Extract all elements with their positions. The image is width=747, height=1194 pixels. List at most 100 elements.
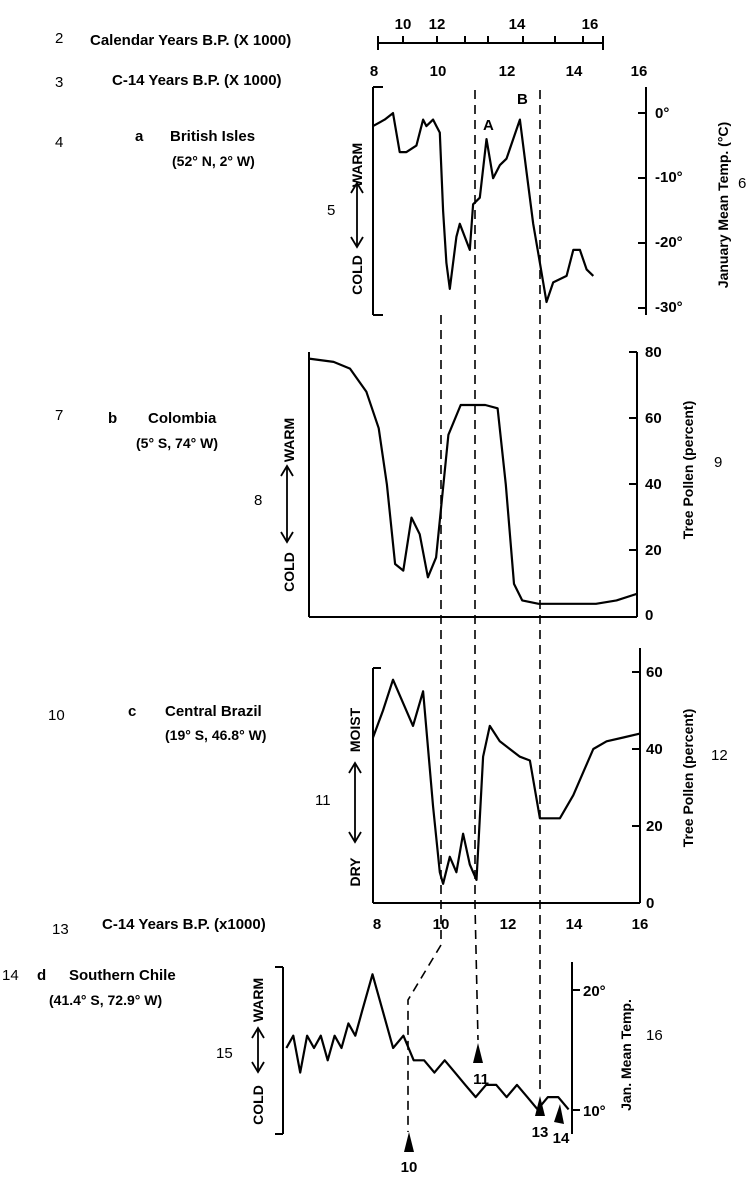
y-tick: 0° — [655, 105, 669, 122]
c14-tick: 16 — [632, 916, 649, 933]
moist-label: MOIST — [347, 707, 363, 752]
arrow-label: 10 — [401, 1159, 418, 1176]
c14-axis-label: C-14 Years B.P. (x1000) — [102, 916, 266, 933]
c14-tick: 8 — [370, 63, 378, 80]
y-tick: 20 — [645, 542, 662, 559]
warm-cold-arrow — [251, 1026, 265, 1074]
row-number: 6 — [738, 175, 746, 192]
y-tick: -30° — [655, 299, 683, 316]
y-axis-label: January Mean Temp. (°C) — [715, 122, 731, 288]
calendar-axis-label: Calendar Years B.P. (X 1000) — [90, 32, 291, 49]
c14-axis-bottom: C-14 Years B.P. (x1000) 8 10 12 14 16 — [102, 916, 648, 933]
c14-tick: 10 — [433, 916, 450, 933]
panel-subtitle: (41.4° S, 72.9° W) — [49, 992, 162, 1008]
arrow-label: 11 — [473, 1071, 489, 1088]
arrow-14: 14 — [553, 1104, 570, 1147]
moist-dry-arrow — [348, 761, 362, 844]
c14-axis-top: C-14 Years B.P. (X 1000) 8 10 12 14 16 — [112, 63, 647, 89]
cold-label: COLD — [349, 255, 365, 295]
panel-title: Southern Chile — [69, 967, 176, 984]
y-tick: 60 — [645, 410, 662, 427]
row-number: 3 — [55, 74, 63, 91]
row-number: 15 — [216, 1045, 233, 1062]
panel-letter: a — [135, 128, 144, 145]
row-number: 2 — [55, 30, 63, 47]
y-tick: 40 — [646, 741, 663, 758]
panel-b: b Colombia (5° S, 74° W) WARM COLD 80 60… — [108, 344, 696, 624]
series-line — [372, 112, 595, 304]
cold-label: COLD — [250, 1085, 266, 1125]
row-numbers: 2 3 4 5 6 7 8 9 10 11 12 13 14 15 16 — [2, 30, 746, 1062]
y-tick: 0 — [645, 607, 653, 624]
calendar-axis: Calendar Years B.P. (X 1000) 10 12 14 16 — [90, 16, 604, 50]
c14-tick: 16 — [631, 63, 648, 80]
row-number: 5 — [327, 202, 335, 219]
row-number: 12 — [711, 747, 728, 764]
row-number: 11 — [315, 792, 331, 809]
row-number: 10 — [48, 707, 65, 724]
panel-letter: d — [37, 967, 46, 984]
panel-letter: c — [128, 703, 136, 720]
arrow-label: 14 — [553, 1130, 570, 1147]
c14-tick: 12 — [499, 63, 516, 80]
y-tick: -20° — [655, 234, 683, 251]
y-axis-label: Tree Pollen (percent) — [680, 401, 696, 539]
panel-d: d Southern Chile (41.4° S, 72.9° W) WARM… — [37, 962, 634, 1176]
panel-title: Colombia — [148, 410, 217, 427]
panel-subtitle: (52° N, 2° W) — [172, 153, 255, 169]
row-number: 7 — [55, 407, 63, 424]
panel-subtitle: (19° S, 46.8° W) — [165, 727, 266, 743]
row-number: 14 — [2, 967, 19, 984]
arrow-10: 10 — [401, 1132, 418, 1176]
panel-subtitle: (5° S, 74° W) — [136, 435, 218, 451]
marker-a: A — [483, 117, 494, 134]
panel-letter: b — [108, 410, 117, 427]
panel-title: Central Brazil — [165, 703, 262, 720]
panel-a: a British Isles (52° N, 2° W) WARM COLD … — [135, 86, 731, 316]
arrow-11: 11 — [473, 1043, 489, 1088]
c14-tick: 14 — [566, 63, 583, 80]
row-number: 8 — [254, 492, 262, 509]
y-tick: -10° — [655, 169, 683, 186]
c14-tick: 10 — [430, 63, 447, 80]
marker-b: B — [517, 91, 528, 108]
correlation-lines — [407, 90, 541, 1132]
y-tick: 20° — [583, 983, 606, 1000]
warm-label: WARM — [281, 418, 297, 462]
row-number: 4 — [55, 134, 63, 151]
y-axis-label: Jan. Mean Temp. — [618, 999, 634, 1111]
cold-label: COLD — [281, 552, 297, 592]
series-line — [285, 973, 570, 1111]
c14-axis-label: C-14 Years B.P. (X 1000) — [112, 72, 282, 89]
series-line — [371, 678, 641, 885]
y-tick: 80 — [645, 344, 662, 361]
c14-tick: 12 — [500, 916, 517, 933]
warm-label: WARM — [250, 978, 266, 1022]
calendar-tick: 10 — [395, 16, 412, 33]
warm-cold-arrow — [280, 464, 294, 544]
warm-label: WARM — [349, 143, 365, 187]
y-axis-label: Tree Pollen (percent) — [680, 709, 696, 847]
y-tick: 0 — [646, 895, 654, 912]
c14-tick: 8 — [373, 916, 381, 933]
row-number: 9 — [714, 454, 722, 471]
y-tick: 20 — [646, 818, 663, 835]
calendar-tick: 14 — [509, 16, 526, 33]
row-number: 13 — [52, 921, 69, 938]
dry-label: DRY — [347, 857, 363, 887]
calendar-tick: 12 — [429, 16, 446, 33]
panel-c: c Central Brazil (19° S, 46.8° W) MOIST … — [128, 648, 696, 912]
warm-cold-arrow — [350, 181, 364, 249]
panel-title: British Isles — [170, 128, 255, 145]
c14-tick: 14 — [566, 916, 583, 933]
series-line — [308, 357, 638, 605]
arrow-label: 13 — [532, 1124, 549, 1141]
calendar-tick: 16 — [582, 16, 599, 33]
dashed-line-11 — [474, 90, 479, 1041]
dashed-line-10 — [407, 315, 442, 1132]
y-tick: 10° — [583, 1103, 606, 1120]
y-tick: 60 — [646, 664, 663, 681]
row-number: 16 — [646, 1027, 663, 1044]
y-tick: 40 — [645, 476, 662, 493]
